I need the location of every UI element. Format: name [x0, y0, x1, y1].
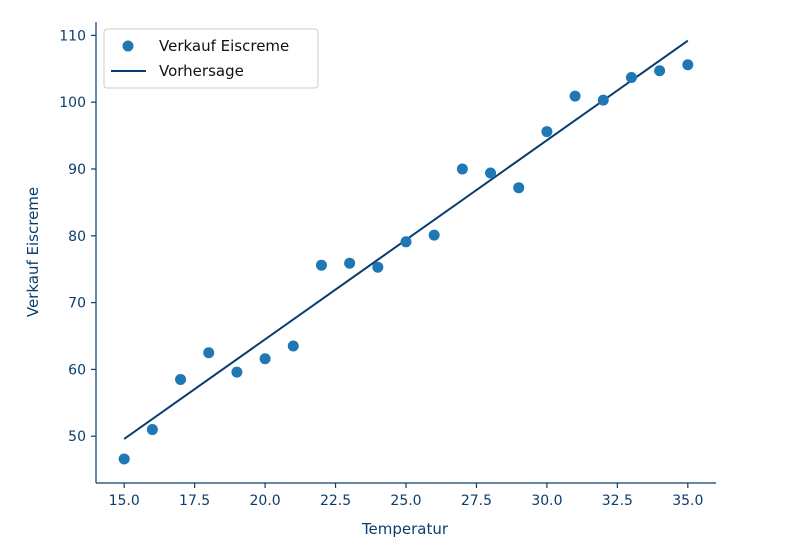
x-tick-label: 15.0: [109, 493, 140, 509]
data-point: [682, 59, 694, 71]
data-point: [344, 257, 356, 269]
x-tick-label: 32.5: [602, 493, 633, 509]
y-axis-ticks: 50 60 70 80 90 100 110: [59, 28, 96, 445]
data-point: [541, 126, 553, 138]
data-point: [654, 65, 666, 77]
data-point: [485, 167, 497, 179]
y-tick-label: 100: [59, 95, 86, 111]
x-tick-label: 20.0: [250, 493, 281, 509]
x-tick-label: 25.0: [390, 493, 421, 509]
data-point: [118, 453, 130, 465]
data-point: [315, 259, 327, 271]
legend-scatter-label: Verkauf Eiscreme: [159, 37, 289, 55]
y-tick-label: 60: [68, 362, 86, 378]
data-point: [456, 163, 468, 175]
y-tick-label: 90: [68, 162, 86, 178]
data-point: [175, 373, 187, 385]
data-point: [372, 261, 384, 273]
x-tick-label: 17.5: [179, 493, 210, 509]
x-tick-label: 30.0: [531, 493, 562, 509]
data-point: [231, 366, 243, 378]
data-point: [428, 229, 440, 241]
data-point: [569, 90, 581, 102]
y-tick-label: 80: [68, 229, 86, 245]
data-point: [400, 236, 412, 248]
y-tick-label: 110: [59, 28, 86, 44]
x-tick-label: 22.5: [320, 493, 351, 509]
plot-area: [118, 39, 694, 465]
x-axis-ticks: 15.0 17.5 20.0 22.5 25.0 27.5 30.0 32.5 35.0: [109, 483, 703, 509]
legend-box: [103, 28, 319, 89]
data-point: [597, 94, 609, 106]
data-point: [203, 347, 215, 359]
legend-line-label: Vorhersage: [159, 62, 244, 80]
y-tick-label: 50: [68, 429, 86, 445]
x-axis-title: Temperatur: [361, 520, 449, 538]
y-tick-label: 70: [68, 296, 86, 312]
data-point: [146, 424, 158, 436]
y-axis-title: Verkauf Eiscreme: [24, 187, 42, 317]
legend: Verkauf Eiscreme Vorhersage: [103, 28, 319, 89]
legend-scatter-marker: [122, 40, 134, 52]
x-tick-label: 35.0: [672, 493, 703, 509]
data-point: [287, 340, 299, 352]
data-point: [625, 71, 637, 83]
data-point: [513, 182, 525, 194]
data-point: [259, 353, 271, 365]
x-tick-label: 27.5: [461, 493, 492, 509]
